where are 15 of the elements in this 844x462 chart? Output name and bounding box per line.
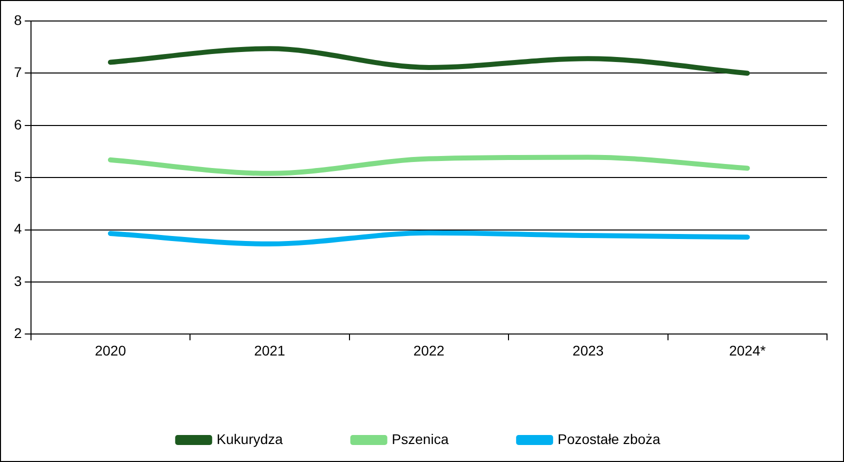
y-tick-label: 3: [14, 272, 22, 289]
x-tick-label: 2021: [254, 342, 286, 358]
x-tick-label: 2022: [413, 342, 445, 358]
x-tick-label: 2024*: [729, 342, 766, 358]
y-tick-label: 8: [14, 12, 22, 28]
y-tick-label: 2: [14, 325, 22, 342]
y-tick-label: 4: [14, 220, 22, 237]
legend-label: Pszenica: [392, 430, 449, 447]
legend-label: Kukurydza: [216, 430, 284, 447]
x-tick-label: 2023: [572, 342, 604, 358]
y-tick-label: 5: [14, 168, 22, 184]
y-tick-label: 7: [14, 64, 22, 80]
y-tick-label: 6: [14, 116, 22, 132]
legend-label: Pozostałe zboża: [558, 430, 661, 447]
x-tick-label: 2020: [94, 342, 126, 358]
